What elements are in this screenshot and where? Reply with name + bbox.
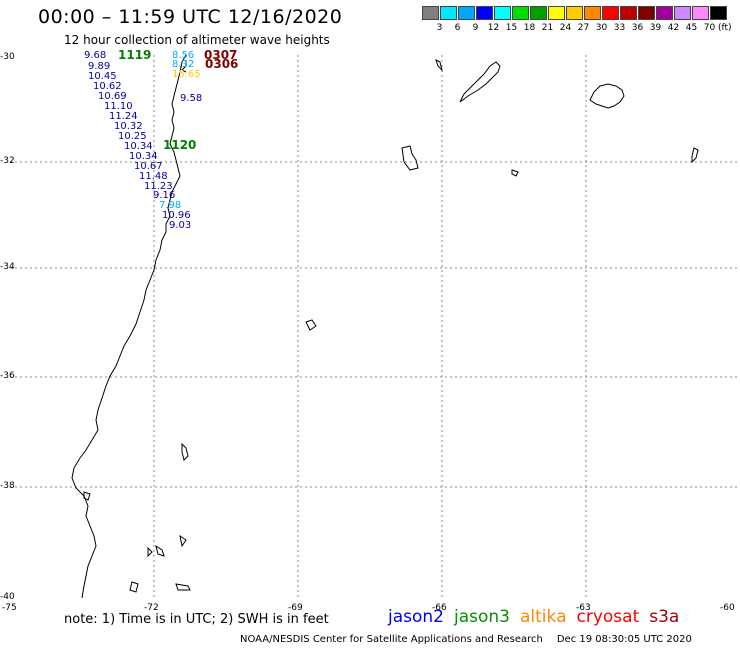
wave-height-value: 9.89 [88,61,111,72]
map-title: 00:00 – 11:59 UTC 12/16/2020 [38,6,343,28]
pass-time-label: 1119 [118,48,152,62]
scale-label: 27 [577,23,590,33]
wave-height-value: 8.32 [172,59,195,70]
scale-label: 24 [559,23,572,33]
wave-height-value: 10.62 [93,81,122,92]
satellite-legend-item: altika [520,607,567,627]
pass-time-label: 0306 [205,57,239,71]
scale-label: 18 [523,23,536,33]
wave-height-value: 10.34 [124,141,153,152]
wave-height-value: 10.69 [98,91,127,102]
scale-swatch [512,6,529,20]
scale-unit: (ft) [718,23,732,33]
satellite-legend: jason2 jason3 altika cryosat s3a [388,607,689,627]
wave-height-value: 10.45 [88,71,117,82]
wave-height-value: 15.65 [172,69,201,80]
wave-height-value: 10.32 [114,121,143,132]
wave-height-value: 11.24 [109,111,138,122]
wave-height-value: 9.16 [153,190,176,201]
wave-height-value: 11.23 [144,181,173,192]
wave-height-value: 9.03 [169,220,192,231]
scale-swatch [620,6,637,20]
lat-label: -38 [0,481,15,491]
scale-swatch [710,6,727,20]
scale-label: 6 [454,23,461,33]
map-subtitle: 12 hour collection of altimeter wave hei… [64,33,330,47]
scale-label: 42 [667,23,680,33]
credit-text: NOAA/NESDIS Center for Satellite Applica… [240,634,543,645]
satellite-legend-item: s3a [649,607,680,627]
scale-label: 33 [613,23,626,33]
scale-swatch [674,6,691,20]
lat-label: -30 [0,52,15,62]
scale-swatch [458,6,475,20]
wave-height-value: 10.25 [118,131,147,142]
wave-height-value: 8.56 [172,50,195,61]
scale-label: 15 [505,23,518,33]
coastline [71,54,699,599]
lat-label: -34 [0,262,15,272]
scale-swatch [548,6,565,20]
scale-label: 36 [631,23,644,33]
lon-label: -63 [576,603,591,613]
wave-height-value: 9.68 [84,50,107,61]
lon-label: -75 [2,603,17,613]
scale-swatch [422,6,439,20]
pass-time-label: 1120 [163,138,197,152]
scale-swatch [494,6,511,20]
wave-height-value: 10.67 [134,161,163,172]
scale-label: 70 [703,23,716,33]
satellite-legend-item: jason2 [388,607,444,627]
lon-label: -60 [720,603,735,613]
scale-label: 39 [649,23,662,33]
credit-line: NOAA/NESDIS Center for Satellite Applica… [240,634,692,645]
generated-timestamp: Dec 19 08:30:05 UTC 2020 [556,634,692,645]
scale-swatch [692,6,709,20]
scale-swatch [602,6,619,20]
scale-swatch [638,6,655,20]
wave-height-value: 9.58 [180,93,203,104]
lon-label: -72 [144,603,159,613]
scale-swatch [584,6,601,20]
scale-label: 9 [472,23,479,33]
wave-height-value: 11.10 [104,101,133,112]
scale-swatch [530,6,547,20]
lat-label: -32 [0,156,15,166]
scale-label: 3 [436,23,443,33]
scale-swatch [440,6,457,20]
satellite-legend-item: cryosat [576,607,640,627]
lon-label: -69 [288,603,303,613]
scale-label: 45 [685,23,698,33]
wave-height-value: 7.98 [159,200,182,211]
lat-label: -40 [0,592,15,602]
graticule [10,55,738,598]
scale-swatch [476,6,493,20]
lon-label: -66 [432,603,447,613]
lat-label: -36 [0,371,15,381]
scale-label: 30 [595,23,608,33]
pass-time-label: 0307 [204,48,238,62]
scale-swatch [656,6,673,20]
satellite-legend-item: jason3 [454,607,510,627]
scale-label: 21 [541,23,554,33]
wave-height-value: 11.48 [139,171,168,182]
footnote: note: 1) Time is in UTC; 2) SWH is in fe… [64,612,329,627]
scale-swatch [566,6,583,20]
wave-height-value: 10.34 [129,151,158,162]
scale-label: 12 [487,23,500,33]
wave-height-value: 10.96 [162,210,191,221]
